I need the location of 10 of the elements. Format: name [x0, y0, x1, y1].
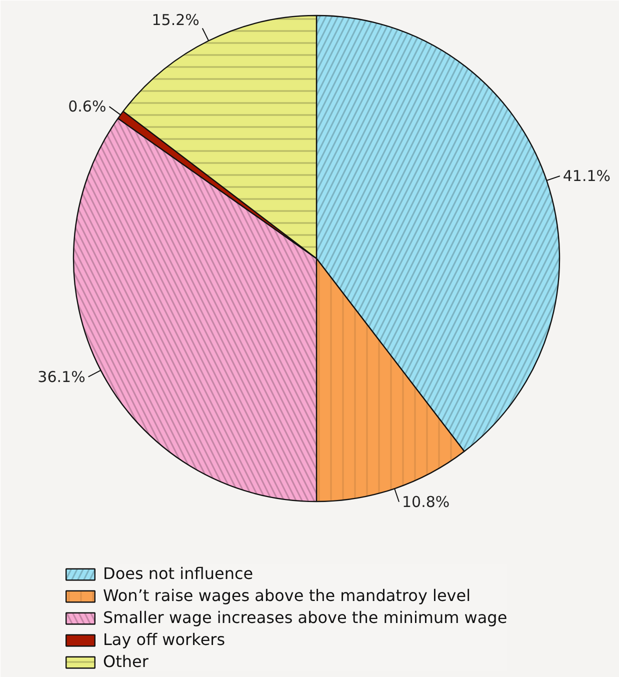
data-label: 0.6% — [68, 98, 106, 116]
legend-label: Does not influence — [103, 564, 254, 583]
data-label: 36.1% — [38, 368, 86, 386]
data-label: 10.8% — [402, 492, 450, 511]
legend-label: Other — [103, 652, 148, 671]
legend-label: Lay off workers — [103, 630, 226, 649]
data-label: 15.2% — [152, 11, 200, 30]
legend-label: Smaller wage increases above the minimum wage — [103, 608, 508, 627]
legend-label: Won’t raise wages above the mandatroy level — [103, 586, 471, 605]
data-label: 41.1% — [562, 166, 611, 185]
